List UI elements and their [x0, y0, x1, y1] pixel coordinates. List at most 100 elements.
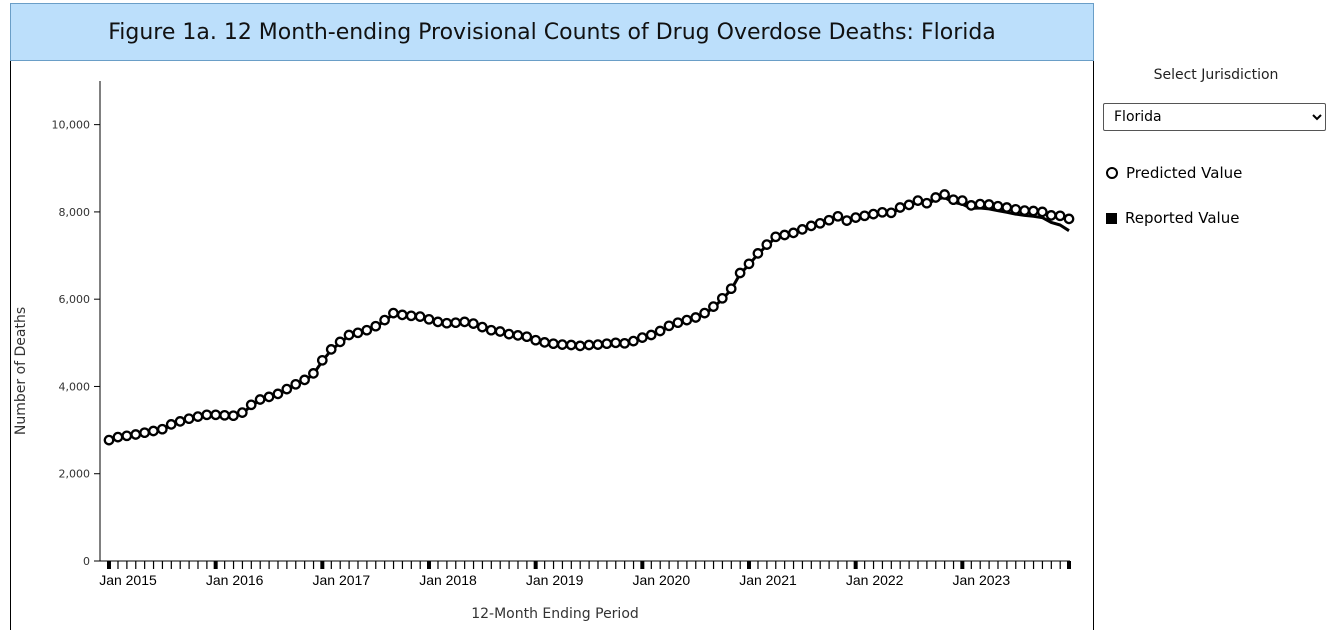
x-minor-tick	[890, 561, 892, 569]
x-minor-tick	[286, 561, 288, 569]
predicted-point	[823, 214, 835, 226]
x-minor-tick	[410, 561, 412, 569]
predicted-point	[1019, 205, 1030, 216]
predicted-point	[414, 311, 426, 322]
x-tick-label: Jan 2020	[633, 572, 691, 588]
x-minor-tick	[792, 561, 795, 569]
x-minor-tick	[810, 561, 812, 569]
x-minor-tick	[135, 561, 137, 569]
y-tick-label: 2,000	[59, 468, 91, 481]
x-minor-tick	[446, 561, 448, 569]
x-minor-tick	[544, 561, 546, 569]
x-minor-tick	[224, 561, 226, 569]
predicted-point	[1036, 206, 1048, 218]
x-minor-tick	[499, 561, 501, 569]
x-major-tick	[427, 561, 431, 569]
predicted-point	[468, 318, 479, 329]
x-minor-tick	[588, 561, 590, 569]
predicted-point	[290, 378, 302, 390]
x-minor-tick	[1006, 561, 1008, 569]
x-minor-tick	[277, 561, 279, 569]
predicted-point	[956, 195, 968, 206]
x-minor-tick	[232, 561, 235, 569]
x-tick-label: Jan 2019	[526, 572, 584, 588]
predicted-point	[636, 332, 648, 343]
predicted-point	[503, 328, 515, 340]
x-minor-tick	[508, 561, 510, 569]
x-minor-tick	[464, 561, 466, 569]
x-minor-tick	[784, 561, 786, 569]
x-minor-tick	[188, 561, 190, 569]
predicted-point	[494, 326, 506, 337]
x-minor-tick	[677, 561, 679, 569]
x-minor-tick	[1024, 561, 1026, 569]
predicted-point	[699, 307, 710, 319]
x-minor-tick	[1050, 561, 1052, 569]
x-minor-tick	[339, 561, 341, 569]
x-tick-label: Jan 2017	[313, 572, 371, 588]
predicted-point	[841, 215, 853, 226]
x-major-tick	[853, 561, 858, 569]
predicted-point	[1054, 210, 1066, 222]
x-tick-label: Jan 2015	[99, 572, 157, 588]
x-minor-tick	[757, 561, 759, 569]
predicted-point	[1045, 210, 1057, 221]
x-minor-tick	[419, 561, 421, 569]
x-minor-tick	[401, 561, 404, 569]
x-minor-tick	[152, 561, 155, 569]
predicted-point	[645, 329, 657, 341]
predicted-point	[201, 409, 213, 421]
predicted-point	[708, 301, 719, 312]
predicted-point	[316, 354, 328, 366]
y-tick-label: 8,000	[59, 206, 91, 219]
predicted-point	[930, 192, 942, 203]
predicted-point	[139, 427, 150, 439]
predicted-point	[761, 239, 773, 250]
y-tick-label: 0	[83, 555, 90, 568]
x-tick-label: Jan 2022	[846, 572, 904, 588]
x-minor-tick	[624, 561, 626, 569]
x-minor-tick	[197, 561, 199, 569]
x-minor-tick	[481, 561, 484, 569]
predicted-point	[716, 292, 728, 304]
x-minor-tick	[304, 561, 306, 569]
chart-title-bar: Figure 1a. 12 Month-ending Provisional C…	[10, 3, 1094, 61]
x-major-tick	[1067, 561, 1071, 569]
predicted-point	[121, 430, 133, 442]
x-minor-tick	[659, 561, 661, 569]
x-minor-tick	[126, 561, 128, 569]
predicted-point	[788, 227, 799, 239]
predicted-point	[512, 330, 524, 341]
x-minor-tick	[721, 561, 724, 569]
x-minor-tick	[144, 561, 146, 569]
x-minor-tick	[357, 561, 359, 569]
x-minor-tick	[944, 561, 946, 569]
predicted-point	[210, 409, 222, 421]
x-minor-tick	[375, 561, 377, 569]
predicted-point	[450, 317, 462, 329]
legend-reported: Reported Value	[1106, 209, 1239, 227]
x-minor-tick	[864, 561, 866, 569]
x-minor-tick	[455, 561, 457, 569]
predicted-point	[681, 314, 693, 326]
jurisdiction-select[interactable]: Florida	[1103, 103, 1326, 131]
x-minor-tick	[179, 561, 181, 569]
predicted-point	[1010, 203, 1022, 215]
x-major-tick	[960, 561, 965, 569]
predicted-point	[832, 210, 844, 222]
predicted-point	[734, 267, 746, 279]
x-minor-tick	[384, 561, 386, 569]
overdose-line-chart: 0 2,000 4,000 6,000 8,000 10,000 Number of Dea…	[13, 81, 1075, 622]
predicted-point	[770, 231, 782, 243]
x-minor-tick	[730, 561, 732, 569]
predicted-point	[876, 206, 888, 218]
predicted-point	[814, 217, 826, 229]
predicted-point	[388, 307, 399, 319]
predicted-point	[1001, 202, 1013, 213]
predicted-point	[228, 410, 239, 422]
predicted-point	[868, 208, 879, 220]
x-minor-tick	[1041, 561, 1044, 569]
x-minor-tick	[570, 561, 572, 569]
x-minor-tick	[935, 561, 937, 569]
predicted-point	[405, 310, 417, 322]
